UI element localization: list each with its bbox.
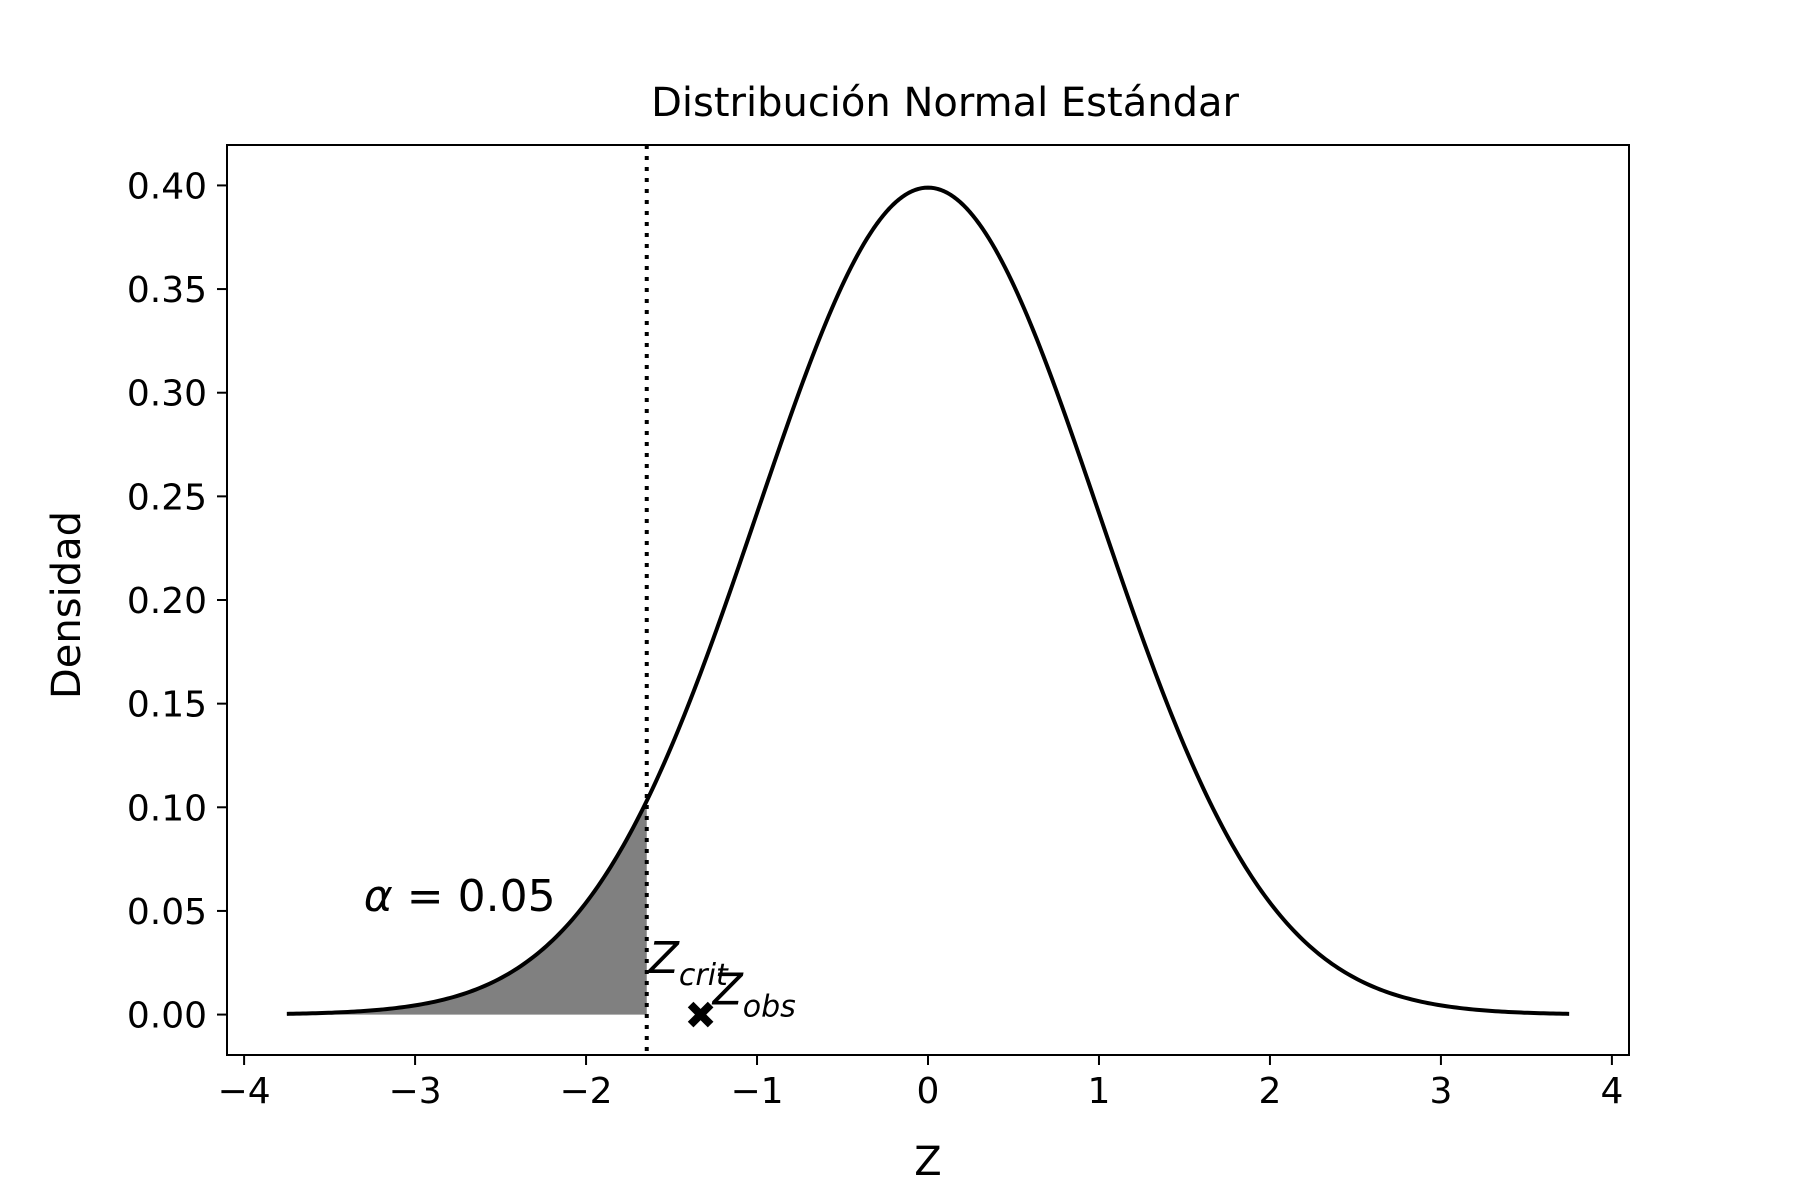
x-tick-label: 1 (1088, 1071, 1111, 1112)
x-tick-label: 0 (917, 1071, 940, 1112)
alpha-symbol: α (364, 871, 393, 922)
y-tick-label: 0.05 (127, 892, 207, 933)
x-axis-ticks: −4 −3 −2 −1 0 1 2 3 4 (218, 1055, 1623, 1112)
z-observed-sub: obs (743, 990, 796, 1025)
y-axis-ticks: 0.00 0.05 0.10 0.15 0.20 0.25 0.30 0.35 0.40 (127, 166, 227, 1037)
y-tick-label: 0.40 (127, 166, 207, 207)
z-observed-marker-stroke-b (687, 1001, 714, 1028)
x-tick-label: −3 (389, 1071, 442, 1112)
y-tick-label: 0.30 (127, 374, 207, 415)
y-tick-label: 0.10 (127, 788, 207, 829)
x-tick-label: 4 (1600, 1071, 1623, 1112)
y-tick-label: 0.00 (127, 996, 207, 1037)
x-tick-label: 3 (1429, 1071, 1452, 1112)
alpha-annotation: α = 0.05 (364, 871, 556, 922)
alpha-rejection-region (286, 800, 647, 1015)
x-tick-label: −1 (730, 1071, 783, 1112)
z-critical-sub: crit (679, 958, 729, 993)
y-tick-label: 0.25 (127, 477, 207, 518)
z-observed-label: Zobs (712, 965, 796, 1025)
x-tick-label: 2 (1258, 1071, 1281, 1112)
z-observed-main: Z (712, 965, 744, 1016)
x-tick-label: −4 (218, 1071, 271, 1112)
z-critical-main: Z (648, 933, 680, 984)
y-tick-label: 0.35 (127, 270, 207, 311)
x-tick-label: −2 (560, 1071, 613, 1112)
z-critical-label: Zcrit (648, 933, 729, 993)
alpha-value: = 0.05 (393, 871, 556, 922)
y-tick-label: 0.15 (127, 685, 207, 726)
z-observed-marker (687, 1001, 714, 1028)
y-tick-label: 0.20 (127, 581, 207, 622)
chart-title: Distribución Normal Estándar (651, 80, 1239, 126)
density-curve (286, 185, 1570, 1016)
x-axis-label: Z (914, 1139, 941, 1185)
y-axis-label: Densidad (44, 511, 90, 699)
